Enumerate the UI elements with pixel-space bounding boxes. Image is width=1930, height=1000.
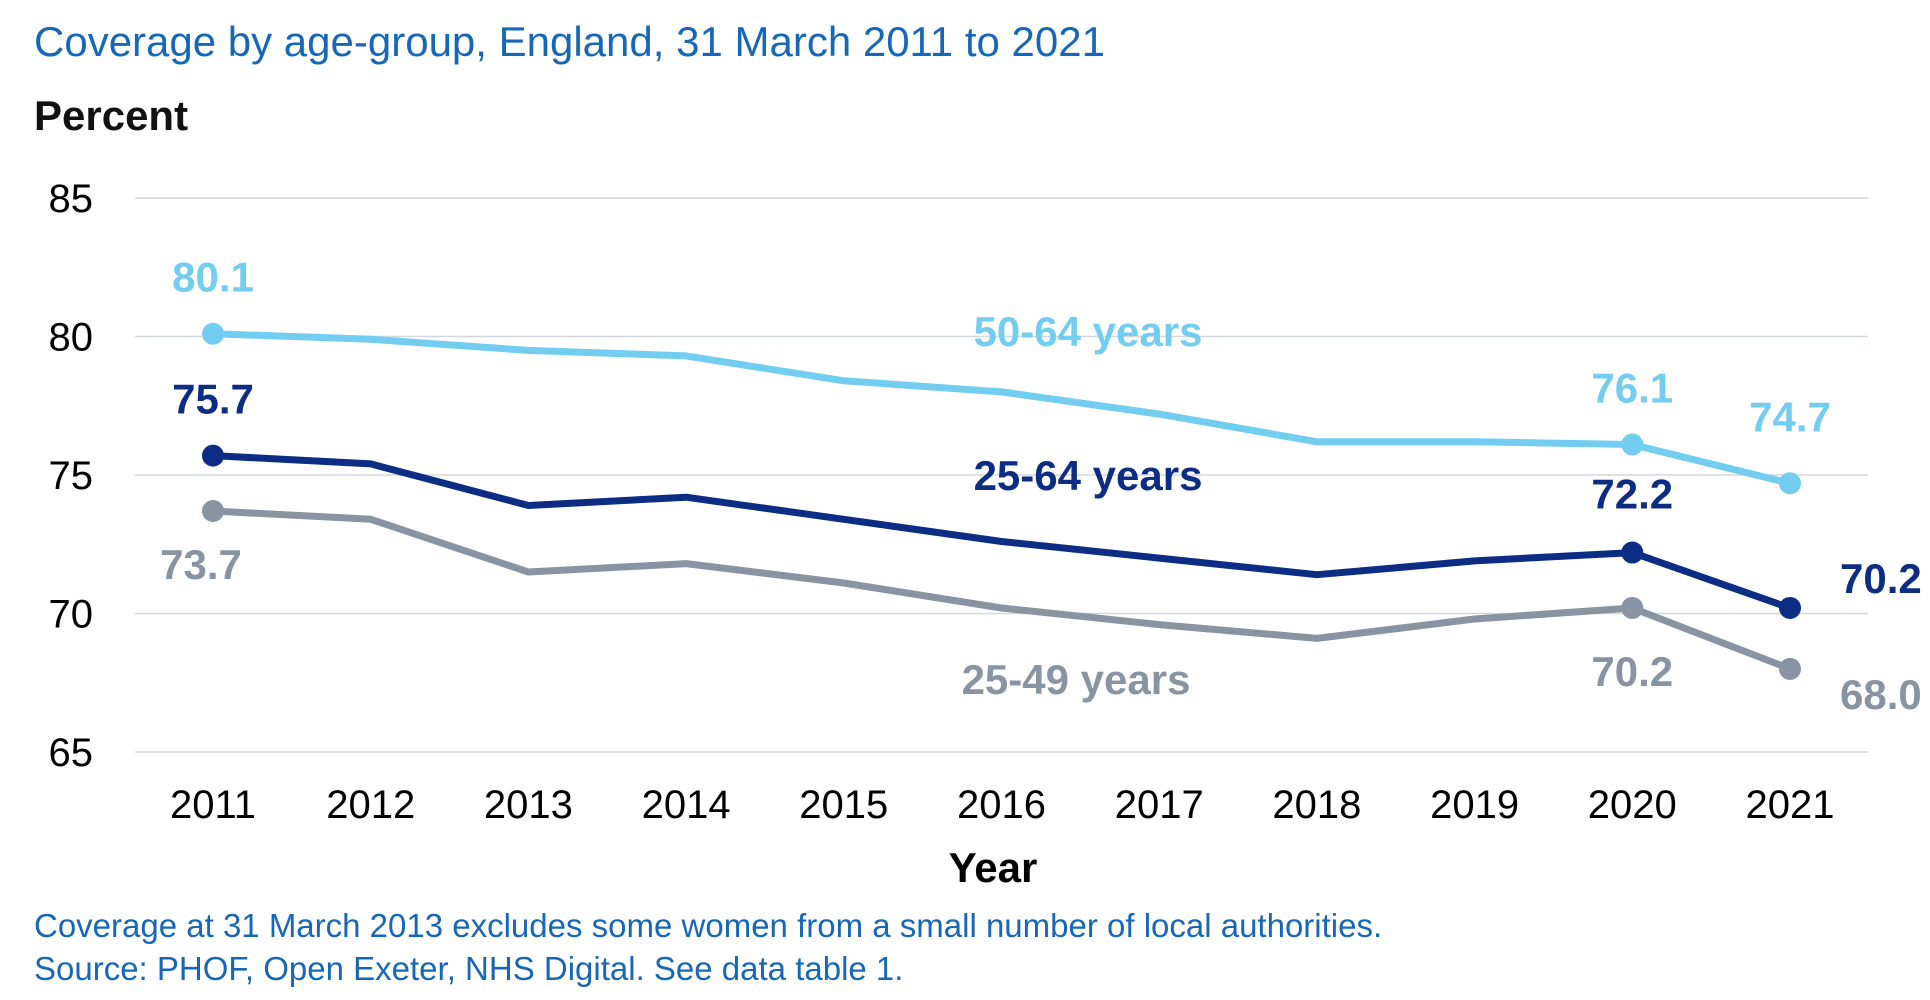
y-tick-label: 80 [49,316,94,360]
x-axis-title: Year [949,844,1038,891]
y-axis-title: Percent [34,92,189,139]
data-label: 68.0 [1840,671,1922,718]
series-label: 25-49 years [962,656,1191,703]
series-line [209,507,1794,673]
footnote: Coverage at 31 March 2013 excludes some … [34,907,1383,944]
x-tick-label: 2014 [642,783,731,827]
data-label: 80.1 [172,254,254,301]
x-tick-label: 2011 [170,783,256,827]
data-point-marker [1779,472,1801,495]
x-tick-label: 2018 [1272,783,1361,827]
data-label: 75.7 [172,376,254,423]
data-point-marker [1779,657,1801,680]
data-label: 74.7 [1749,393,1831,440]
data-label: 72.2 [1591,471,1673,518]
y-tick-label: 70 [49,593,94,637]
x-tick-label: 2013 [484,783,573,827]
series-label: 25-64 years [974,452,1203,499]
chart-title: Coverage by age-group, England, 31 March… [34,18,1105,65]
data-point-marker [1621,433,1644,456]
data-label: 73.7 [160,541,242,588]
x-tick-label: 2015 [799,783,888,827]
data-label: 70.2 [1591,648,1673,695]
data-point-marker [202,500,224,523]
x-tick-label: 2012 [326,783,415,827]
data-point-marker [202,322,224,345]
data-point-marker [1621,541,1644,564]
series-label: 50-64 years [974,308,1203,355]
chart-notes: Coverage at 31 March 2013 excludes some … [34,904,1382,990]
data-label: 76.1 [1591,365,1673,412]
y-tick-label: 75 [49,454,94,498]
series-line [209,452,1794,612]
x-tick-label: 2016 [957,783,1046,827]
x-tick-label: 2019 [1430,783,1519,827]
x-tick-label: 2020 [1588,783,1677,827]
source-note: Source: PHOF, Open Exeter, NHS Digital. … [34,950,904,987]
data-label: 70.2 [1840,555,1922,602]
data-point-marker [202,444,224,467]
x-tick-label: 2021 [1746,783,1835,827]
data-point-marker [1779,596,1801,619]
y-tick-label: 65 [49,731,94,775]
data-point-marker [1621,596,1644,619]
x-tick-label: 2017 [1115,783,1204,827]
y-tick-label: 85 [49,177,94,221]
series-line [209,330,1794,487]
